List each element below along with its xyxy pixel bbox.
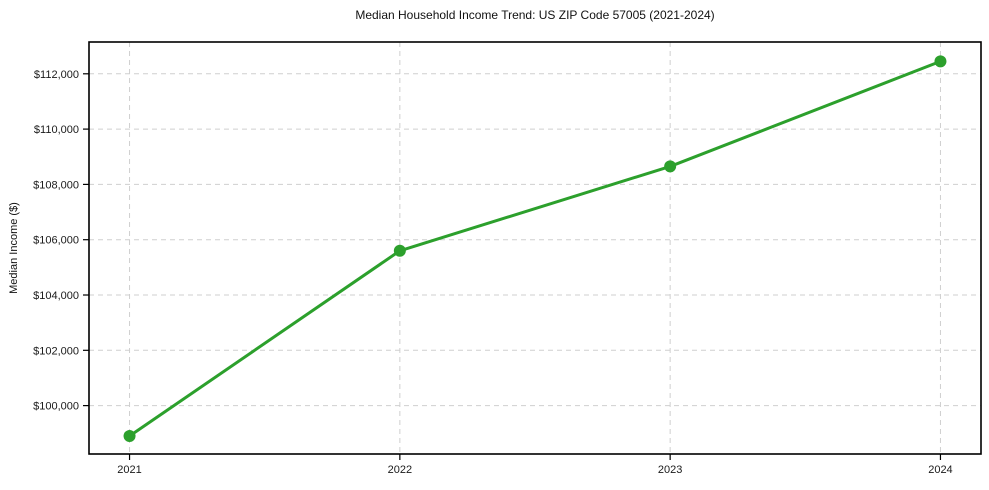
x-tick-label: 2024	[928, 464, 952, 476]
data-point-marker	[664, 160, 677, 173]
y-tick-label: $108,000	[33, 179, 79, 191]
plot-border	[88, 41, 982, 455]
y-tick-label: $110,000	[34, 124, 79, 136]
y-tick-label: $100,000	[33, 401, 79, 413]
x-tick-label: 2022	[388, 464, 412, 476]
trend-line	[128, 59, 942, 438]
y-tick-label: $102,000	[33, 345, 79, 357]
chart-title: Median Household Income Trend: US ZIP Co…	[355, 8, 715, 22]
y-tick-label: $112,000	[34, 69, 79, 81]
data-point-marker	[393, 244, 406, 257]
data-point-marker	[934, 55, 947, 68]
x-tick-label: 2021	[117, 464, 141, 476]
data-point-marker	[123, 430, 136, 443]
y-tick-label: $104,000	[33, 290, 79, 302]
y-tick-label: $106,000	[33, 235, 79, 247]
x-tick-label: 2023	[658, 464, 682, 476]
